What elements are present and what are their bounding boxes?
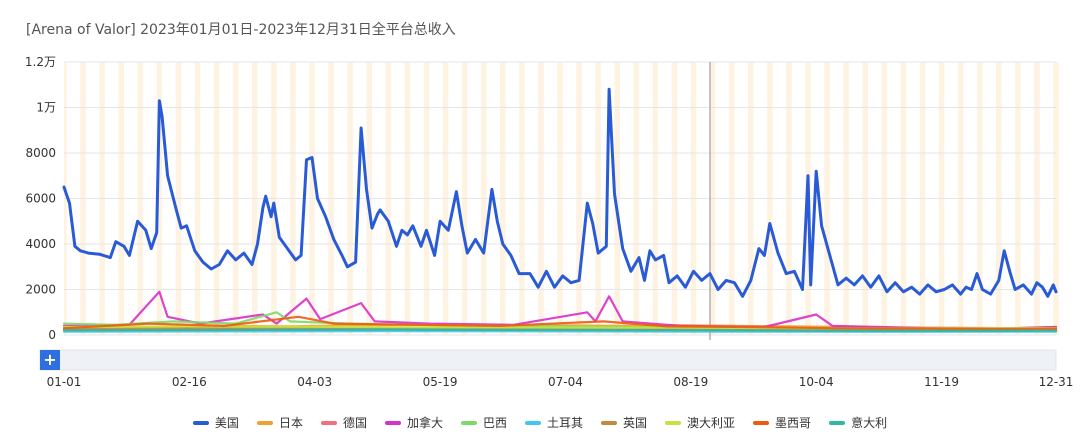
y-tick-label: 8000 [25,146,56,160]
legend-label: 日本 [278,416,303,430]
range-slider-track[interactable] [39,349,1057,371]
x-tick-label: 04-03 [297,375,332,389]
main-series-lines [62,87,1058,298]
legend-item[interactable]: 德国 [320,414,367,431]
legend-swatch [753,420,770,425]
legend-label: 墨西哥 [775,416,812,430]
legend-item[interactable]: 澳大利亚 [665,414,735,431]
y-tick-label: 0 [48,328,56,342]
legend-label: 英国 [623,416,648,430]
legend-item[interactable]: 巴西 [460,414,507,431]
legend-swatch [256,420,273,425]
x-tick-label: 07-04 [548,375,583,389]
legend-item[interactable]: 墨西哥 [753,414,811,431]
y-tick-label: 4000 [25,237,56,251]
legend-swatch [525,420,541,425]
legend-swatch [829,420,846,425]
y-tick-label: 1.2万 [25,55,56,69]
legend-label: 澳大利亚 [687,416,736,430]
x-tick-label: 01-01 [47,375,82,389]
legend-label: 德国 [342,416,367,430]
legend-item[interactable]: 加拿大 [384,414,443,431]
legend-label: 意大利 [851,416,888,430]
legend-item[interactable]: 意大利 [829,414,887,431]
legend-swatch [665,420,682,425]
x-tick-label: 12-31 [1039,375,1074,389]
x-tick-label: 05-19 [423,375,458,389]
chart-title: [Arena of Valor] 2023年01月01日-2023年12月31日… [26,22,456,38]
x-tick-label: 11-19 [924,375,959,389]
weekend-stripe [1056,62,1059,335]
y-axis-ticks: 0 2000 4000 6000 8000 1万 1.2万 [25,55,56,342]
x-tick-label: 10-04 [799,375,834,389]
y-tick-label: 2000 [25,283,56,297]
zoom-in-button[interactable]: + [40,350,60,370]
legend-item[interactable]: 英国 [601,414,647,431]
y-tick-label: 6000 [25,192,56,206]
legend-swatch [460,420,477,425]
x-tick-label: 02-16 [172,375,207,389]
series-line-意大利 [62,328,1058,332]
legend-swatch [601,420,618,425]
legend-swatch [320,420,337,425]
legend-item[interactable]: 日本 [256,414,303,431]
legend-label: 加拿大 [406,416,443,430]
minor-series-lines [62,290,1058,333]
legend-label: 美国 [214,416,239,430]
series-line-美国 [62,87,1058,298]
legend-label: 巴西 [482,416,507,430]
legend-item[interactable]: 土耳其 [525,414,583,431]
x-axis-ticks: 01-01 02-16 04-03 05-19 07-04 08-19 10-04 11-19… [47,375,1074,389]
series-line-墨西哥 [62,315,1058,331]
legend: 美国 日本 德国 加拿大 巴西 土耳其 英国 澳大利亚 墨西哥 意大利 [0,414,1080,431]
legend-label: 土耳其 [547,416,584,430]
legend-swatch [192,420,209,425]
y-gridlines [64,61,1056,336]
legend-item[interactable]: 美国 [192,414,239,431]
legend-swatch [384,420,401,425]
x-tick-label: 08-19 [673,375,708,389]
y-tick-label: 1万 [36,101,56,115]
